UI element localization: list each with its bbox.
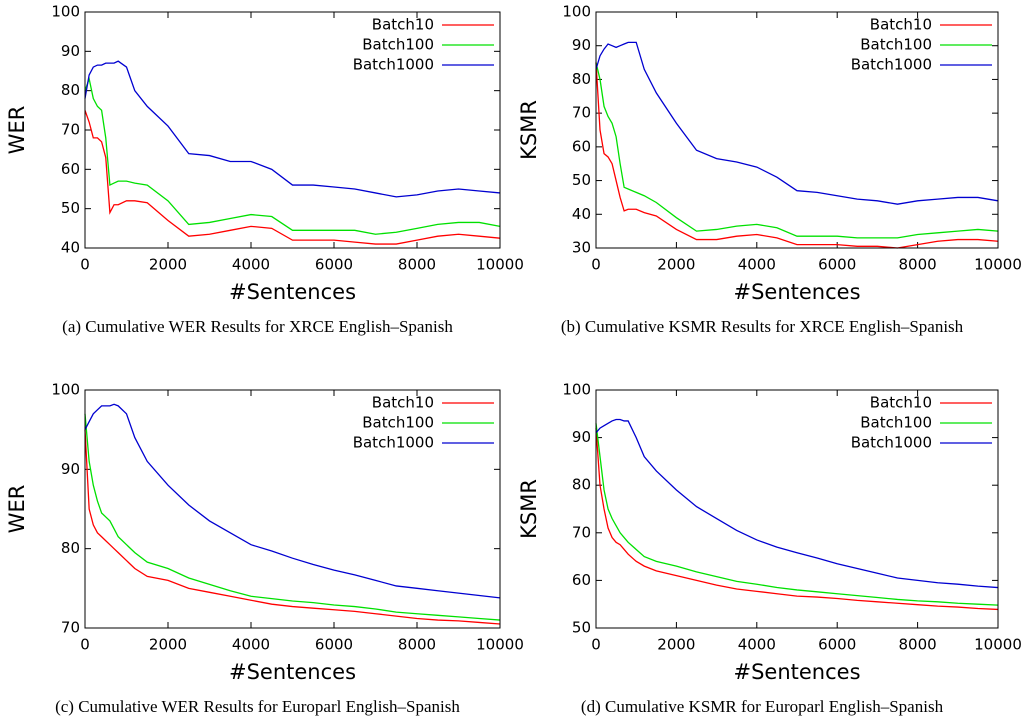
- x-tick-label: 4000: [232, 636, 270, 654]
- caption: (c) Cumulative WER Results for Europarl …: [55, 697, 460, 716]
- series-line: [84, 110, 501, 245]
- series-line: [84, 429, 501, 625]
- legend-label: Batch1000: [851, 56, 932, 74]
- legend-label: Batch100: [362, 414, 434, 432]
- x-tick-label: 4000: [232, 256, 270, 274]
- y-tick-label: 40: [572, 205, 591, 223]
- x-tick-label: 2000: [657, 636, 695, 654]
- x-tick-label: 8000: [398, 636, 436, 654]
- x-tick-label: 8000: [899, 256, 937, 274]
- x-tick-label: 10000: [974, 636, 1022, 654]
- y-tick-label: 50: [572, 171, 591, 189]
- y-axis-title: WER: [5, 485, 29, 534]
- x-tick-label: 0: [591, 636, 601, 654]
- x-tick-label: 2000: [149, 256, 187, 274]
- y-axis-title: WER: [5, 106, 29, 155]
- y-tick-label: 100: [562, 3, 591, 21]
- series-line: [595, 62, 999, 249]
- x-tick-label: 8000: [899, 636, 937, 654]
- x-tick-label: 10000: [476, 256, 524, 274]
- x-tick-label: 6000: [818, 636, 856, 654]
- x-tick-label: 2000: [657, 256, 695, 274]
- x-axis-title: #Sentences: [229, 280, 356, 304]
- y-tick-label: 90: [61, 42, 80, 60]
- y-tick-label: 90: [61, 460, 80, 478]
- y-tick-label: 70: [61, 121, 80, 139]
- legend-label: Batch100: [860, 36, 932, 54]
- y-tick-label: 80: [572, 70, 591, 88]
- caption: (a) Cumulative WER Results for XRCE Engl…: [62, 317, 453, 336]
- legend-label: Batch100: [362, 36, 434, 54]
- legend-label: Batch1000: [353, 434, 434, 452]
- legend-label: Batch100: [860, 414, 932, 432]
- plot-frame: [84, 11, 501, 249]
- legend-label: Batch1000: [353, 56, 434, 74]
- x-axis-title: #Sentences: [733, 280, 860, 304]
- panel: 70 80 90 100 0 2000 4000 6000 8000 10000 Batch10 Ba…: [5, 381, 524, 716]
- y-tick-label: 60: [572, 571, 591, 589]
- legend-label: Batch10: [870, 16, 932, 34]
- x-tick-label: 0: [80, 636, 90, 654]
- series-line: [84, 413, 501, 621]
- y-tick-label: 50: [61, 199, 80, 217]
- series-line: [595, 418, 999, 589]
- x-tick-label: 2000: [149, 636, 187, 654]
- y-axis-title: KSMR: [517, 479, 541, 539]
- x-tick-label: 6000: [818, 256, 856, 274]
- legend-label: Batch10: [372, 16, 434, 34]
- x-tick-label: 4000: [738, 256, 776, 274]
- x-tick-label: 0: [80, 256, 90, 274]
- plot-frame: [595, 389, 999, 629]
- series-line: [595, 62, 999, 239]
- y-tick-label: 40: [61, 239, 80, 257]
- y-tick-label: 60: [572, 137, 591, 155]
- series-line: [595, 423, 999, 606]
- y-tick-label: 70: [572, 523, 591, 541]
- series-line: [84, 60, 501, 198]
- x-axis-title: #Sentences: [733, 660, 860, 684]
- x-tick-label: 6000: [315, 636, 353, 654]
- series-line: [595, 41, 999, 205]
- series-line: [84, 403, 501, 599]
- y-tick-label: 100: [51, 381, 80, 399]
- legend-label: Batch10: [372, 394, 434, 412]
- caption: (b) Cumulative KSMR Results for XRCE Eng…: [561, 317, 964, 336]
- y-tick-label: 80: [61, 539, 80, 557]
- plot-frame: [595, 11, 999, 249]
- y-axis-title: KSMR: [517, 100, 541, 160]
- y-tick-label: 90: [572, 36, 591, 54]
- y-tick-label: 60: [61, 160, 80, 178]
- x-tick-label: 0: [591, 256, 601, 274]
- x-tick-label: 10000: [476, 636, 524, 654]
- y-tick-label: 90: [572, 428, 591, 446]
- panel: 40 50 60 70 80 90 100 0 2000 4000 6000 8000 10000 Bat…: [5, 3, 524, 336]
- y-tick-label: 50: [572, 619, 591, 637]
- panel: 30 40 50 60 70 80 90 100 0 2000 4000 6000 8000 10000 B…: [517, 3, 1022, 336]
- y-tick-label: 70: [572, 104, 591, 122]
- plot-frame: [84, 389, 501, 629]
- panel: 50 60 70 80 90 100 0 2000 4000 6000 8000 10000 Batch…: [517, 381, 1022, 716]
- y-tick-label: 70: [61, 619, 80, 637]
- series-line: [595, 428, 999, 611]
- series-line: [84, 76, 501, 235]
- legend-label: Batch10: [870, 394, 932, 412]
- x-tick-label: 6000: [315, 256, 353, 274]
- x-tick-label: 10000: [974, 256, 1022, 274]
- y-tick-label: 80: [61, 81, 80, 99]
- x-tick-label: 4000: [738, 636, 776, 654]
- y-tick-label: 100: [562, 381, 591, 399]
- x-axis-title: #Sentences: [229, 660, 356, 684]
- y-tick-label: 30: [572, 239, 591, 257]
- y-tick-label: 80: [572, 476, 591, 494]
- caption: (d) Cumulative KSMR for Europarl English…: [581, 697, 944, 716]
- x-tick-label: 8000: [398, 256, 436, 274]
- legend-label: Batch1000: [851, 434, 932, 452]
- y-tick-label: 100: [51, 3, 80, 21]
